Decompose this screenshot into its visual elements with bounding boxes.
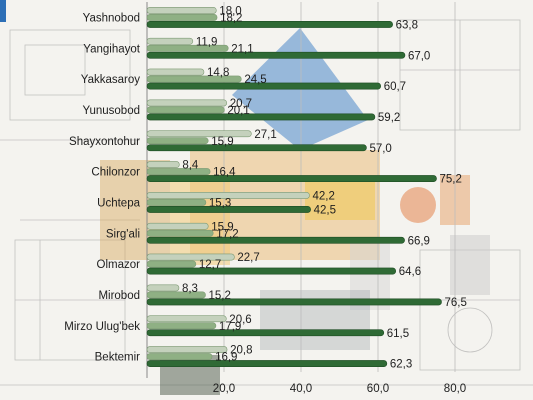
data-label: 20,8 <box>230 345 252 357</box>
bar-series-1 <box>146 192 310 199</box>
data-label: 14,8 <box>207 67 229 79</box>
bar-series-3 <box>146 298 442 306</box>
bar-series-1 <box>146 99 227 107</box>
bar-series-1 <box>146 37 194 45</box>
data-label: 16,9 <box>215 352 237 364</box>
data-label: 24,5 <box>244 74 266 86</box>
data-label: 64,6 <box>399 266 421 278</box>
bar-series-3 <box>146 144 367 152</box>
bar-series-2 <box>146 322 217 330</box>
bar-series-3 <box>146 21 393 28</box>
bar-series-1 <box>146 284 180 292</box>
bar-series-2 <box>146 44 229 52</box>
bar-series-3 <box>146 82 381 90</box>
data-label: 67,0 <box>408 50 430 62</box>
data-label: 15,3 <box>209 197 231 209</box>
data-label: 22,7 <box>237 252 259 264</box>
category-label: Yakkasaroy <box>81 74 140 86</box>
bar-series-3 <box>146 360 388 367</box>
data-label: 16,4 <box>213 167 236 179</box>
bar-series-2 <box>146 353 213 360</box>
data-label: 8,3 <box>182 283 198 295</box>
data-label: 75,2 <box>440 174 462 186</box>
x-tick-label: 60,0 <box>367 383 389 395</box>
data-label: 60,7 <box>384 81 406 93</box>
data-label: 62,3 <box>390 359 412 371</box>
data-label: 20,6 <box>229 314 251 326</box>
bar-series-1 <box>146 222 209 230</box>
bar-series-1 <box>146 130 252 138</box>
category-label: Uchtepa <box>97 197 140 209</box>
bar-series-3 <box>146 51 406 59</box>
data-label: 20,1 <box>227 105 249 117</box>
bar-series-2 <box>146 137 209 145</box>
bar-series-2 <box>146 14 218 21</box>
data-label: 66,9 <box>408 235 430 247</box>
data-label: 59,2 <box>378 112 400 124</box>
category-label: Yangihayot <box>83 43 140 55</box>
category-label: Yashnobod <box>83 12 140 24</box>
category-label: Shayxontohur <box>69 136 140 148</box>
data-label: 21,1 <box>231 43 253 55</box>
bar-series-3 <box>146 175 437 182</box>
data-label: 42,2 <box>312 190 334 202</box>
data-label: 63,8 <box>396 19 418 31</box>
data-label: 61,5 <box>387 328 409 340</box>
category-label: Yunusobod <box>82 105 140 117</box>
x-tick-label: 40,0 <box>290 383 312 395</box>
data-label: 12,7 <box>199 259 221 271</box>
data-label: 18,2 <box>220 12 242 24</box>
category-label: Bektemir <box>95 352 141 364</box>
bar-series-2 <box>146 168 211 175</box>
bar-series-3 <box>146 267 397 275</box>
data-label: 76,5 <box>445 297 467 309</box>
data-label: 15,9 <box>211 136 233 148</box>
data-label: 15,2 <box>209 290 231 302</box>
bar-series-2 <box>146 291 206 299</box>
bar-series-3 <box>146 329 385 337</box>
bar-series-2 <box>146 75 242 83</box>
x-tick-label: 20,0 <box>213 383 235 395</box>
bar-series-1 <box>146 315 227 323</box>
data-label: 11,9 <box>196 36 218 48</box>
bar-series-3 <box>146 236 405 244</box>
bar-series-1 <box>146 7 217 14</box>
data-label: 27,1 <box>254 129 276 141</box>
bar-series-1 <box>146 253 235 261</box>
data-label: 57,0 <box>369 143 391 155</box>
data-label: 20,7 <box>230 98 252 110</box>
category-label: Chilonzor <box>91 167 140 179</box>
data-label: 8,4 <box>182 160 199 172</box>
bar-series-2 <box>146 229 214 237</box>
category-label: Mirobod <box>98 290 140 302</box>
bar-series-3 <box>146 113 376 121</box>
bar-series-1 <box>146 68 205 76</box>
bar-series-1 <box>146 346 228 353</box>
bar-series-2 <box>146 106 225 114</box>
category-label: Mirzo Ulug'bek <box>64 321 140 333</box>
category-label: Sirg'ali <box>106 228 140 240</box>
x-tick-label: 80,0 <box>444 383 466 395</box>
data-label: 17,9 <box>219 321 241 333</box>
data-label: 17,2 <box>216 228 238 240</box>
data-label: 15,9 <box>211 221 233 233</box>
data-label: 18,0 <box>219 5 241 17</box>
bar-series-2 <box>146 199 207 206</box>
data-label: 42,5 <box>314 204 336 216</box>
bar-series-1 <box>146 161 180 168</box>
bar-series-3 <box>146 206 311 213</box>
category-label: Olmazor <box>97 259 141 271</box>
bar-series-2 <box>146 260 197 268</box>
